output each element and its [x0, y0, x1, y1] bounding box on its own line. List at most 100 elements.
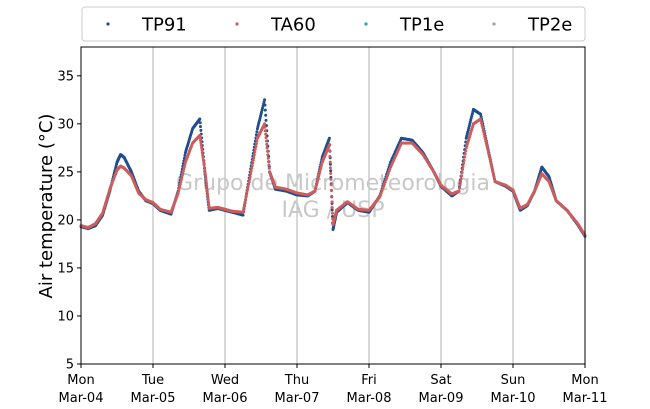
x-tick-label-date: Mar-07 [275, 391, 320, 406]
x-tick-label-date: Mar-06 [203, 391, 248, 406]
data-point-ta60 [464, 149, 468, 153]
data-point-ta60 [250, 166, 254, 170]
x-tick-label-day: Fri [361, 373, 377, 388]
data-point-ta60 [490, 166, 494, 170]
legend-label-tp91: TP91 [141, 15, 187, 36]
x-tick-label-date: Mar-05 [131, 391, 176, 406]
data-point-ta60 [459, 177, 463, 181]
data-point-ta60 [241, 210, 245, 214]
data-point-ta60 [329, 177, 333, 181]
data-point-tp91 [199, 128, 203, 132]
x-tick-label-day: Wed [211, 373, 239, 388]
data-point-ta60 [264, 136, 268, 140]
data-point-ta60 [458, 183, 462, 187]
data-point-ta60 [243, 203, 246, 207]
data-point-ta60 [463, 152, 467, 156]
data-point-tp91 [263, 103, 267, 107]
data-point-ta60 [328, 154, 332, 158]
data-point-ta60 [462, 158, 466, 162]
x-axis: Mon Mar-04 Tue Mar-05 Wed Mar-06 Thu Mar-07 Fri M… [59, 364, 607, 406]
data-point-ta60 [264, 139, 268, 143]
series-ta60 [79, 117, 587, 237]
data-point-ta60 [249, 172, 253, 176]
data-point-ta60 [203, 166, 206, 169]
data-point-ta60 [487, 152, 491, 156]
data-point-ta60 [488, 157, 492, 161]
data-point-ta60 [245, 193, 249, 196]
data-point-tp91 [183, 153, 187, 157]
data-point-ta60 [266, 153, 270, 157]
data-point-ta60 [246, 185, 250, 189]
data-point-ta60 [254, 145, 258, 148]
data-point-ta60 [263, 129, 267, 133]
data-point-ta60 [245, 190, 249, 194]
x-tick-label-day: Mon [571, 373, 598, 388]
legend-frame [81, 6, 586, 42]
data-point-ta60 [201, 158, 205, 162]
x-tick-label-day: Tue [141, 373, 164, 388]
data-point-ta60 [266, 156, 270, 160]
data-point-ta60 [203, 168, 207, 172]
data-point-ta60 [246, 187, 250, 191]
watermark-line-1: Grupo de Micrometeorologia [176, 171, 490, 196]
legend: TP91 TA60 TP1e TP2e [81, 6, 586, 42]
data-point-ta60 [250, 164, 254, 168]
data-point-ta60 [330, 200, 334, 204]
data-point-ta60 [244, 198, 248, 201]
data-point-ta60 [207, 201, 210, 205]
data-point-ta60 [202, 163, 206, 167]
x-tick-label-date: Mar-04 [59, 391, 104, 406]
data-point-ta60 [252, 153, 256, 157]
y-axis-label: Air temperature (°C) [36, 114, 57, 299]
data-point-tp91 [330, 208, 334, 212]
data-point-tp91 [241, 213, 245, 217]
data-point-ta60 [265, 146, 269, 150]
data-point-ta60 [200, 148, 204, 152]
data-point-ta60 [457, 189, 461, 193]
data-point-ta60 [247, 182, 251, 186]
data-point-ta60 [255, 139, 259, 143]
data-point-ta60 [204, 179, 208, 183]
data-point-ta60 [493, 177, 496, 181]
y-tick-label: 30 [57, 117, 74, 132]
data-point-ta60 [330, 206, 334, 210]
data-point-tp91 [331, 215, 334, 218]
data-point-ta60 [488, 159, 492, 163]
data-point-ta60 [462, 161, 466, 165]
data-point-tp91 [263, 98, 267, 102]
data-point-ta60 [204, 176, 208, 180]
data-point-ta60 [248, 177, 252, 181]
y-tick-label: 15 [57, 261, 74, 276]
data-point-ta60 [254, 142, 258, 146]
data-point-tp91 [264, 118, 268, 122]
data-point-tp91 [198, 121, 202, 125]
data-point-ta60 [331, 211, 334, 215]
data-point-ta60 [266, 149, 269, 153]
legend-marker-ta60 [235, 22, 239, 26]
data-point-ta60 [199, 143, 203, 147]
x-tick-label-day: Sun [501, 373, 526, 388]
vertical-gridlines [152, 47, 514, 364]
data-point-ta60 [460, 171, 464, 175]
data-point-ta60 [207, 204, 211, 208]
data-point-ta60 [204, 182, 208, 186]
data-point-tp91 [479, 115, 483, 119]
data-point-ta60 [489, 164, 493, 168]
data-point-ta60 [328, 166, 332, 170]
data-point-ta60 [328, 160, 332, 164]
data-point-ta60 [198, 133, 202, 137]
data-point-tp91 [264, 113, 268, 117]
data-point-ta60 [486, 150, 490, 154]
data-point-ta60 [205, 187, 209, 191]
data-point-tp91 [329, 169, 333, 173]
data-point-ta60 [253, 150, 257, 154]
data-point-ta60 [249, 169, 253, 173]
data-point-ta60 [265, 142, 269, 146]
data-point-ta60 [463, 155, 467, 159]
legend-marker-tp91 [106, 22, 110, 26]
data-point-ta60 [328, 149, 332, 153]
data-point-tp91 [255, 130, 259, 134]
data-point-ta60 [458, 186, 461, 190]
data-point-ta60 [329, 172, 333, 175]
